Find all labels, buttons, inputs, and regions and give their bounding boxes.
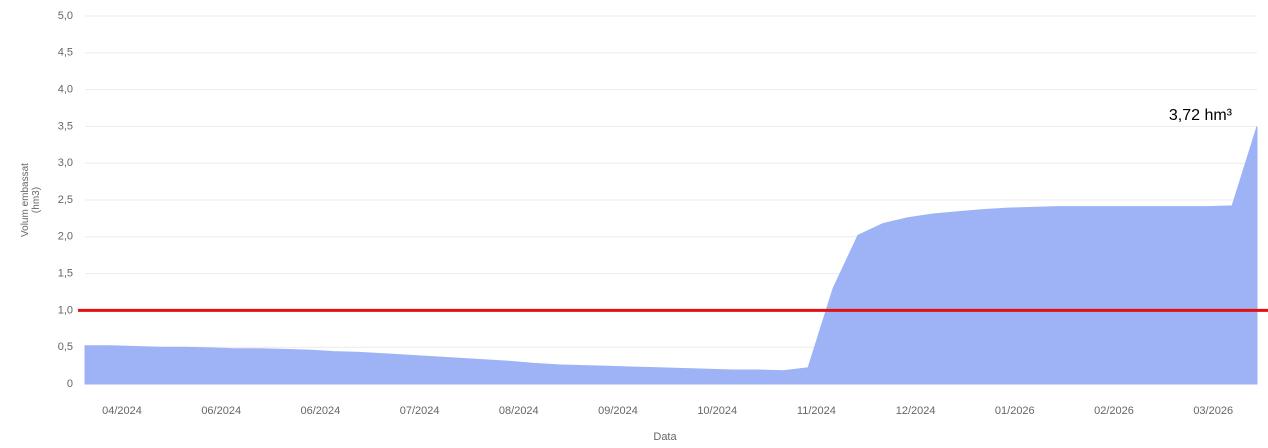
x-tick-label: 04/2024	[102, 405, 142, 417]
x-tick-label: 11/2024	[797, 405, 836, 417]
y-tick-label: 1,5	[58, 268, 73, 280]
y-tick-label: 2,5	[58, 194, 73, 206]
x-tick-label: 02/2026	[1094, 405, 1134, 417]
y-tick-label: 3,0	[58, 157, 73, 169]
x-tick-label: 10/2024	[697, 405, 737, 417]
y-tick-label: 4,5	[58, 47, 73, 59]
y-tick-label: 3,5	[58, 120, 73, 132]
area	[84, 126, 1258, 385]
x-tick-label: 08/2024	[499, 405, 539, 417]
y-tick-label: 1,0	[58, 304, 73, 316]
x-tick-label: 06/2024	[201, 405, 241, 417]
x-tick-label: 09/2024	[598, 405, 638, 417]
x-tick-label: 12/2024	[896, 405, 936, 417]
x-tick-label: 03/2026	[1193, 405, 1233, 417]
y-axis-label: Volum embassat(hm3)	[20, 163, 42, 237]
y-tick-label: 2,0	[58, 231, 73, 243]
x-tick-label: 06/2024	[301, 405, 341, 417]
x-tick-label: 01/2026	[995, 405, 1035, 417]
y-tick-label: 4,0	[58, 84, 73, 96]
x-axis-label: Data	[653, 431, 677, 443]
y-tick-label: 5,0	[58, 10, 73, 22]
y-tick-label: 0,5	[58, 341, 73, 353]
y-tick-label: 0	[67, 378, 73, 390]
annotation: 3,72 hm³	[1169, 107, 1233, 124]
x-tick-label: 07/2024	[400, 405, 440, 417]
